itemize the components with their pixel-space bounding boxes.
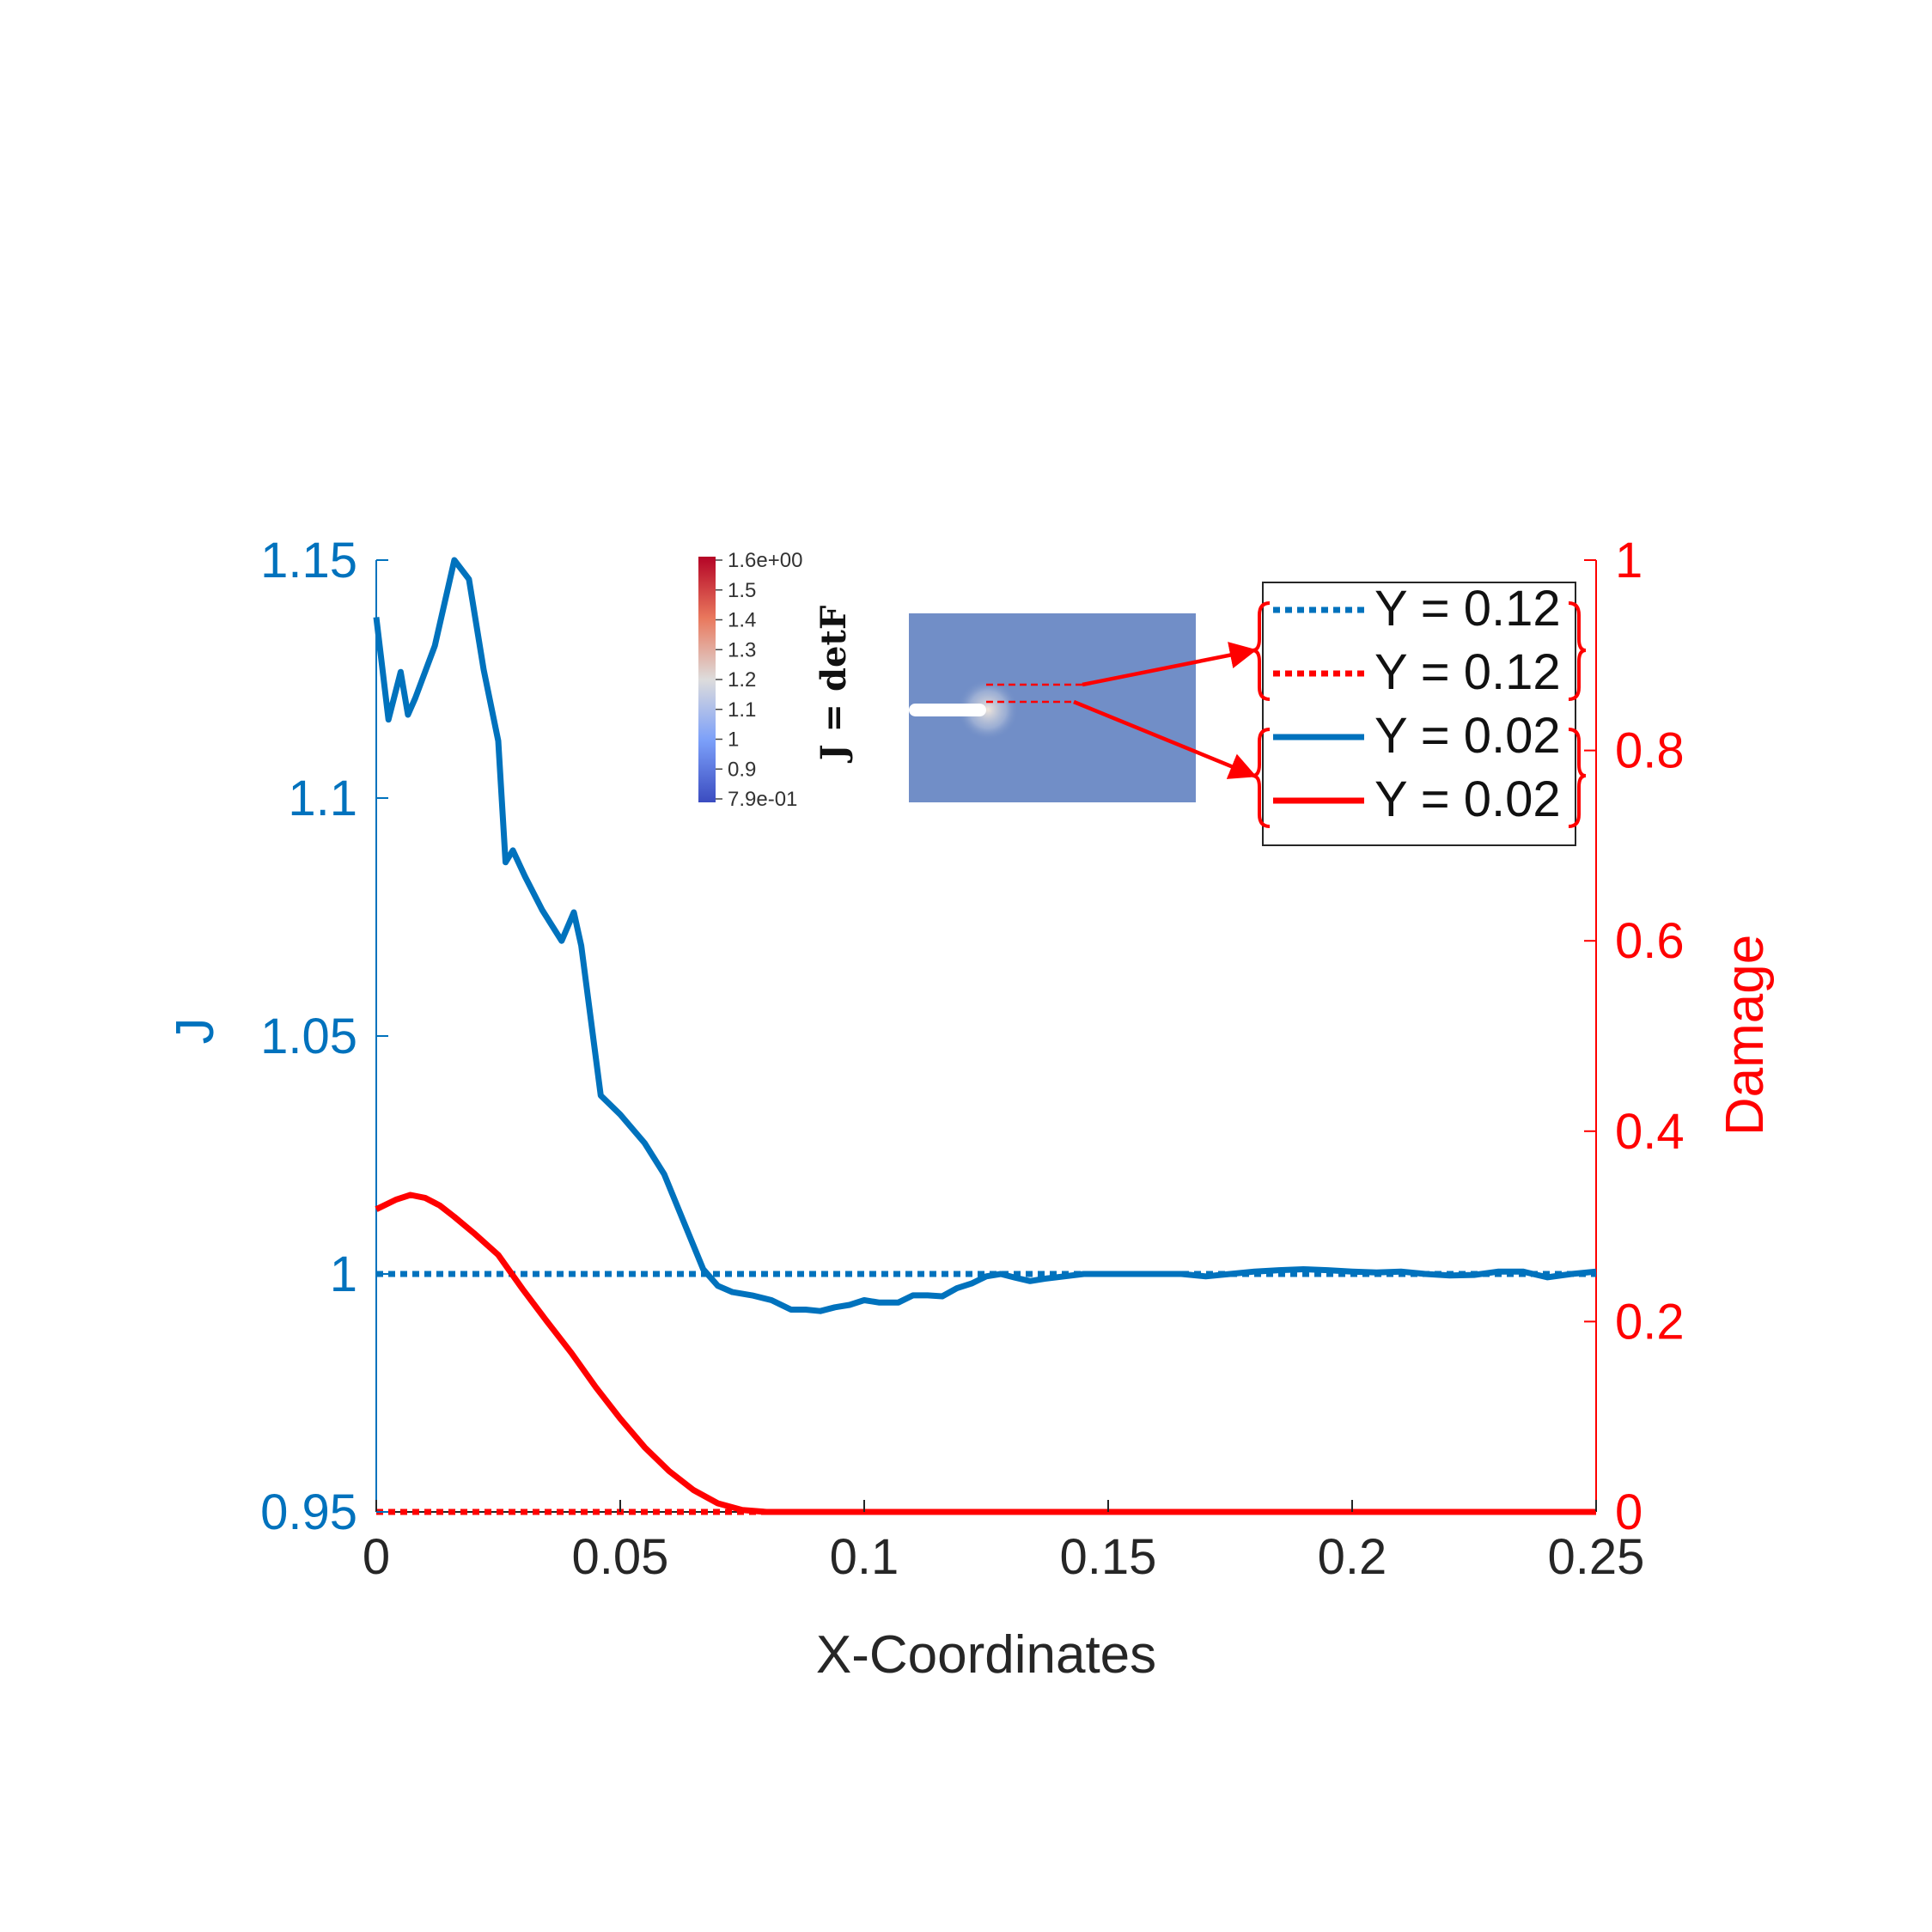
y-right-tick-label: 0.2 (1615, 1294, 1685, 1350)
y-right-tick-label: 0.8 (1615, 723, 1685, 779)
y-left-tick-label: 1 (330, 1246, 357, 1302)
legend-label-3: Y = 0.02 (1374, 708, 1561, 764)
colorbar-tick-label: 1.5 (728, 579, 756, 602)
ticks-layer: 0 0.05 0.1 0.15 0.2 0.25 0.95 1 1.05 1.1 1.15 0 0.2 0… (260, 533, 1685, 1585)
x-tick-label: 0.05 (572, 1529, 669, 1585)
colorbar-tick-label: 1.2 (728, 668, 756, 692)
crack-tip-glow (957, 679, 1019, 740)
y-right-tick-label: 0.4 (1615, 1104, 1685, 1160)
colorbar-tick-label: 1.6e+00 (728, 549, 802, 572)
colorbar-ticks: 1.6e+00 1.5 1.4 1.3 1.2 1.1 1 0.9 7.9e-01 (716, 549, 802, 811)
inset-figure: 1.6e+00 1.5 1.4 1.3 1.2 1.1 1 0.9 7.9e-01 J = de… (698, 549, 1258, 811)
y-right-tick-label: 0 (1615, 1484, 1643, 1540)
legend-brace-right-upper (1568, 601, 1587, 701)
x-tick-label: 0.15 (1060, 1529, 1157, 1585)
legend-label-1: Y = 0.12 (1374, 581, 1561, 637)
pointer-arrow-lower (1073, 699, 1257, 779)
x-tick-label: 0.25 (1548, 1529, 1645, 1585)
legend-label-2: Y = 0.12 (1374, 644, 1561, 700)
y-left-tick-label: 1.05 (260, 1009, 357, 1064)
legend-entries: Y = 0.12 Y = 0.12 Y = 0.02 Y = 0.02 (1273, 581, 1561, 827)
x-axis-label: X-Coordinates (816, 1625, 1156, 1685)
legend-label-4: Y = 0.02 (1374, 771, 1561, 827)
legend: Y = 0.12 Y = 0.12 Y = 0.02 Y = 0.02 (1252, 581, 1587, 846)
y-right-tick-label: 0.6 (1615, 913, 1685, 969)
x-tick-label: 0 (363, 1529, 390, 1585)
x-tick-label: 0.2 (1318, 1529, 1387, 1585)
colorbar-title: J = detF (814, 606, 854, 764)
series-line-3 (373, 557, 1597, 1314)
legend-brace-left-upper (1252, 601, 1271, 701)
crack-notch (909, 704, 986, 716)
y-left-tick-label: 1.15 (260, 533, 357, 588)
x-tick-label: 0.1 (830, 1529, 899, 1585)
colorbar-tick-label: 0.9 (728, 758, 756, 781)
pointer-arrow-upper (1082, 642, 1258, 687)
colorbar-tick-label: 7.9e-01 (728, 788, 797, 811)
y-left-tick-label: 0.95 (260, 1484, 357, 1540)
colorbar (698, 557, 716, 802)
series-line-4 (375, 1192, 1596, 1515)
colorbar-tick-label: 1.1 (728, 698, 756, 722)
y-axis-right-label: Damage (1716, 935, 1775, 1136)
y-right-tick-label: 1 (1615, 533, 1643, 588)
colorbar-tick-label: 1.3 (728, 638, 756, 661)
series-layer (373, 557, 1597, 1515)
y-axis-left-label: J (166, 1018, 225, 1045)
colorbar-tick-label: 1 (728, 728, 739, 752)
y-left-tick-label: 1.1 (288, 771, 357, 826)
legend-brace-left-lower (1252, 728, 1271, 828)
colorbar-tick-label: 1.4 (728, 609, 756, 632)
legend-brace-right-lower (1568, 728, 1587, 828)
